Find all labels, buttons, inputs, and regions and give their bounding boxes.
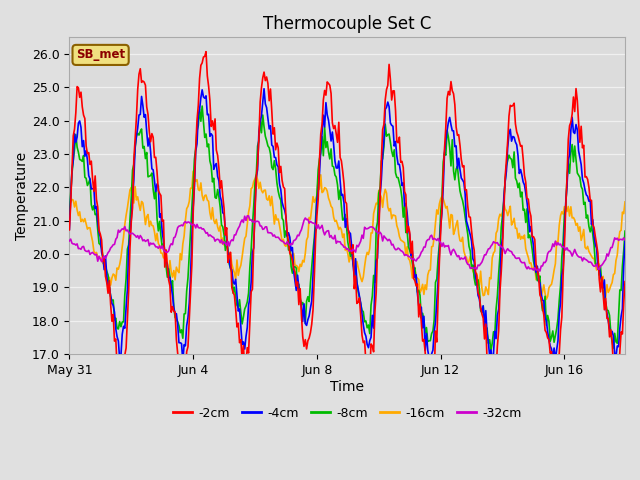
Text: SB_met: SB_met bbox=[76, 48, 125, 61]
X-axis label: Time: Time bbox=[330, 380, 364, 394]
Legend: -2cm, -4cm, -8cm, -16cm, -32cm: -2cm, -4cm, -8cm, -16cm, -32cm bbox=[168, 402, 526, 424]
Title: Thermocouple Set C: Thermocouple Set C bbox=[263, 15, 431, 33]
Y-axis label: Temperature: Temperature bbox=[15, 152, 29, 240]
